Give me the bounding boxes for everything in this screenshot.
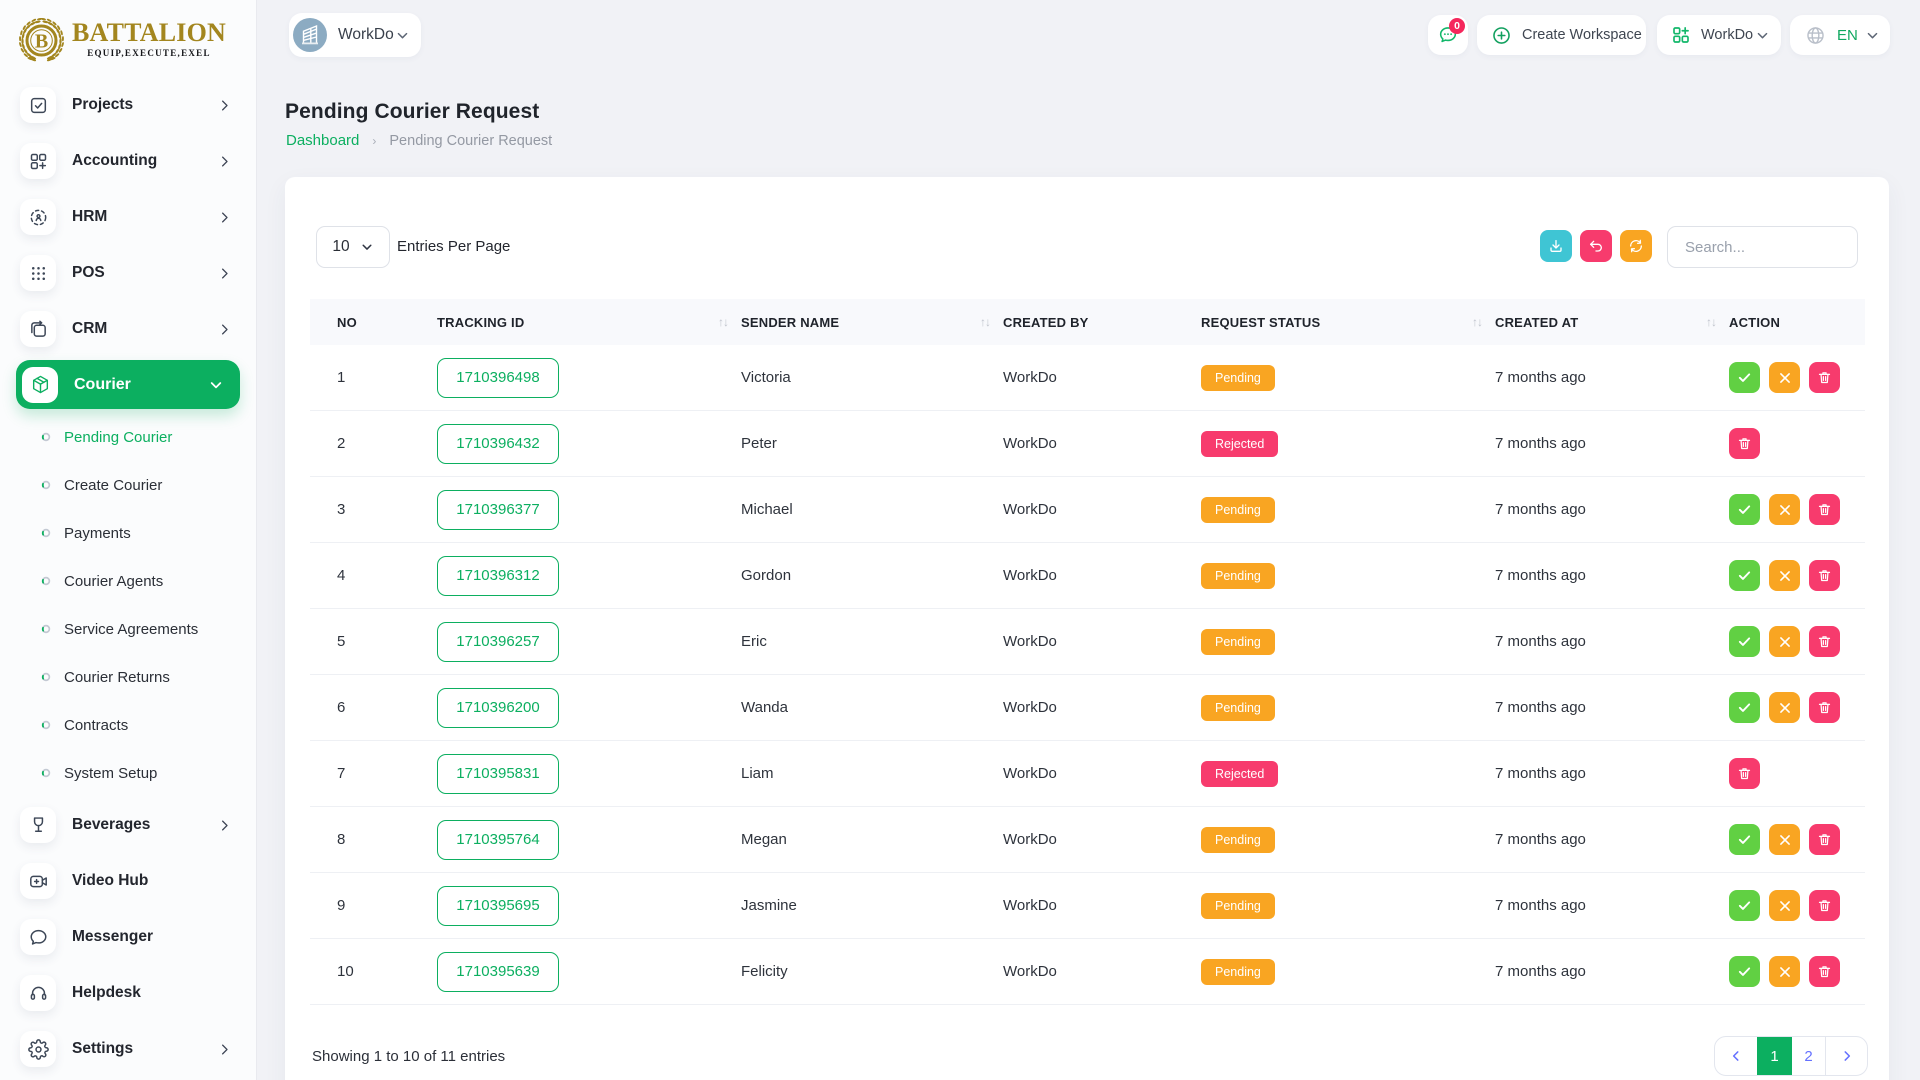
svg-text:B: B (35, 31, 48, 53)
